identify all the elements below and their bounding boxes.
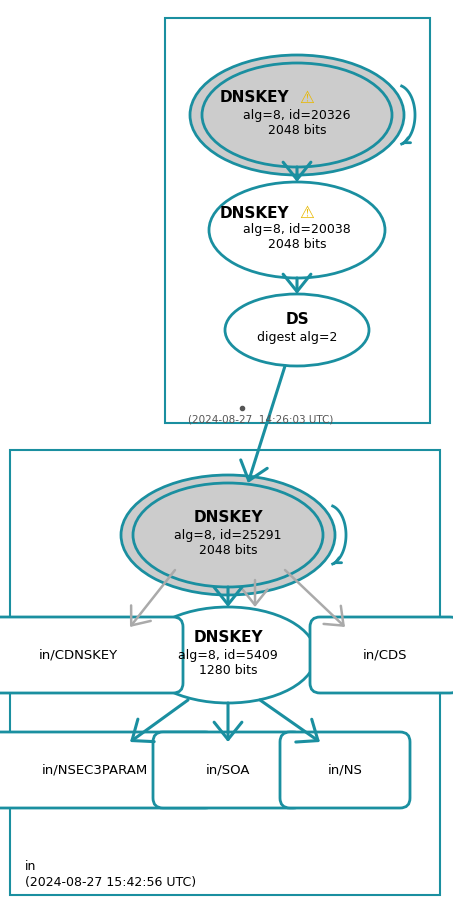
- Text: in/NS: in/NS: [328, 763, 362, 776]
- Text: (2024-08-27 15:42:56 UTC): (2024-08-27 15:42:56 UTC): [25, 876, 196, 889]
- Text: in/NSEC3PARAM: in/NSEC3PARAM: [42, 763, 148, 776]
- Text: DS: DS: [285, 312, 309, 328]
- Text: alg=8, id=25291: alg=8, id=25291: [174, 529, 282, 541]
- Text: DNSKEY: DNSKEY: [193, 511, 263, 525]
- Ellipse shape: [133, 483, 323, 587]
- Text: DNSKEY: DNSKEY: [219, 206, 289, 220]
- Bar: [10, 450, 440, 895]
- Ellipse shape: [121, 475, 335, 595]
- Ellipse shape: [140, 607, 316, 703]
- Text: 2048 bits: 2048 bits: [268, 124, 326, 136]
- Text: 2048 bits: 2048 bits: [199, 543, 257, 557]
- Text: ⚠: ⚠: [299, 89, 314, 107]
- Text: in: in: [25, 860, 36, 873]
- Ellipse shape: [202, 63, 392, 167]
- Text: in/CDNSKEY: in/CDNSKEY: [39, 649, 118, 662]
- Text: alg=8, id=20326: alg=8, id=20326: [243, 108, 351, 122]
- Ellipse shape: [190, 55, 404, 175]
- Text: (2024-08-27  14:26:03 UTC): (2024-08-27 14:26:03 UTC): [188, 415, 333, 425]
- Text: in/CDS: in/CDS: [363, 649, 407, 662]
- FancyBboxPatch shape: [310, 617, 453, 693]
- Text: DNSKEY: DNSKEY: [219, 90, 289, 106]
- Text: alg=8, id=20038: alg=8, id=20038: [243, 224, 351, 237]
- Ellipse shape: [225, 294, 369, 366]
- FancyBboxPatch shape: [0, 617, 183, 693]
- FancyBboxPatch shape: [153, 732, 303, 808]
- Text: in/SOA: in/SOA: [206, 763, 250, 776]
- Bar: [165, 18, 430, 423]
- Ellipse shape: [209, 182, 385, 278]
- Text: alg=8, id=5409: alg=8, id=5409: [178, 649, 278, 662]
- Text: 2048 bits: 2048 bits: [268, 238, 326, 251]
- Text: DNSKEY: DNSKEY: [193, 631, 263, 645]
- FancyBboxPatch shape: [0, 732, 215, 808]
- Text: digest alg=2: digest alg=2: [257, 331, 337, 345]
- Text: ⚠: ⚠: [299, 204, 314, 222]
- Text: 1280 bits: 1280 bits: [199, 663, 257, 676]
- FancyBboxPatch shape: [280, 732, 410, 808]
